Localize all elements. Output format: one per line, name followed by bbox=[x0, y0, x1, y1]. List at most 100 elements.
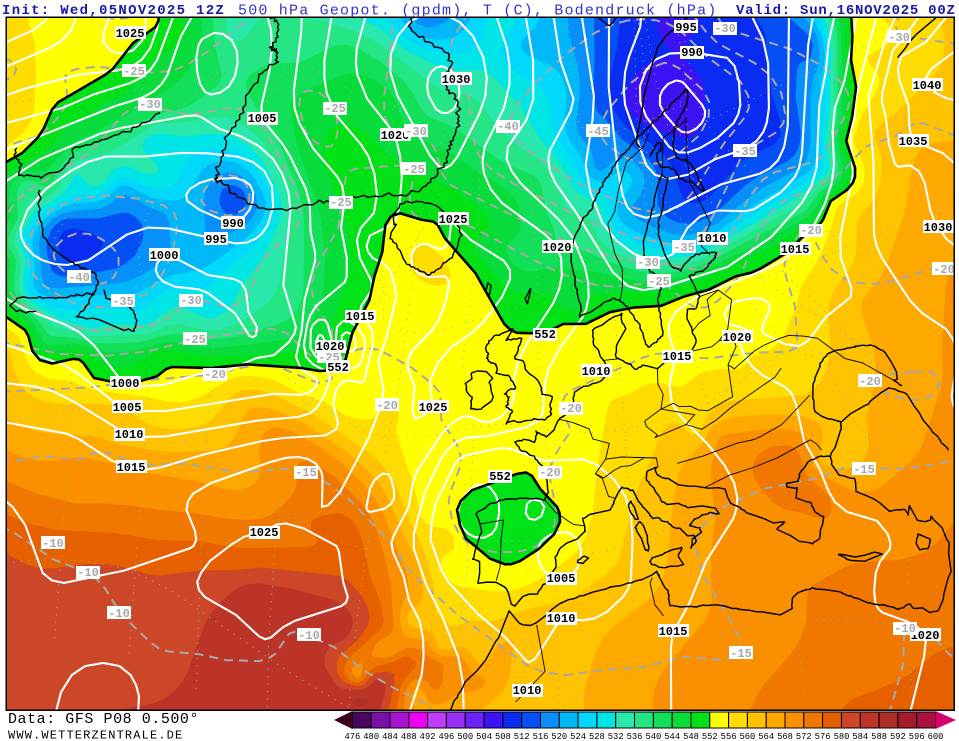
svg-text:1025: 1025 bbox=[419, 401, 448, 415]
svg-text:-10: -10 bbox=[77, 566, 99, 580]
svg-text:1005: 1005 bbox=[547, 572, 576, 586]
svg-text:-30: -30 bbox=[405, 125, 427, 139]
svg-text:-10: -10 bbox=[298, 629, 320, 643]
svg-text:548: 548 bbox=[683, 732, 699, 741]
svg-text:524: 524 bbox=[570, 732, 586, 741]
svg-text:-30: -30 bbox=[888, 31, 910, 45]
svg-text:1005: 1005 bbox=[248, 112, 277, 126]
svg-text:1020: 1020 bbox=[723, 331, 752, 345]
svg-text:532: 532 bbox=[608, 732, 624, 741]
svg-text:-20: -20 bbox=[800, 224, 822, 238]
svg-text:-20: -20 bbox=[859, 375, 881, 389]
svg-text:1005: 1005 bbox=[113, 401, 142, 415]
svg-text:1020: 1020 bbox=[381, 129, 410, 143]
svg-text:995: 995 bbox=[205, 233, 227, 247]
svg-text:504: 504 bbox=[476, 732, 492, 741]
svg-text:-15: -15 bbox=[295, 466, 317, 480]
svg-text:556: 556 bbox=[721, 732, 737, 741]
svg-text:600: 600 bbox=[928, 732, 944, 741]
svg-text:528: 528 bbox=[589, 732, 605, 741]
svg-text:1025: 1025 bbox=[116, 27, 145, 41]
svg-text:584: 584 bbox=[852, 732, 868, 741]
svg-text:500 hPa Geopot. (gpdm), T (C),: 500 hPa Geopot. (gpdm), T (C), Bodendruc… bbox=[238, 3, 717, 20]
svg-text:1010: 1010 bbox=[547, 612, 576, 626]
svg-text:536: 536 bbox=[627, 732, 643, 741]
svg-text:552: 552 bbox=[702, 732, 718, 741]
svg-text:1015: 1015 bbox=[781, 243, 810, 257]
svg-text:-30: -30 bbox=[637, 256, 659, 270]
svg-text:-35: -35 bbox=[112, 295, 134, 309]
svg-text:588: 588 bbox=[871, 732, 887, 741]
svg-text:512: 512 bbox=[514, 732, 530, 741]
svg-text:-15: -15 bbox=[853, 463, 875, 477]
svg-text:-40: -40 bbox=[497, 120, 519, 134]
svg-text:1040: 1040 bbox=[913, 79, 942, 93]
svg-text:476: 476 bbox=[344, 732, 360, 741]
svg-text:1025: 1025 bbox=[250, 526, 279, 540]
svg-text:488: 488 bbox=[401, 732, 417, 741]
svg-text:-15: -15 bbox=[730, 647, 752, 661]
svg-text:544: 544 bbox=[664, 732, 680, 741]
svg-text:520: 520 bbox=[551, 732, 567, 741]
svg-text:990: 990 bbox=[681, 46, 703, 60]
svg-text:1010: 1010 bbox=[698, 232, 727, 246]
svg-text:-45: -45 bbox=[587, 125, 609, 139]
svg-text:592: 592 bbox=[890, 732, 906, 741]
svg-text:-40: -40 bbox=[68, 271, 90, 285]
svg-text:508: 508 bbox=[495, 732, 511, 741]
svg-text:-20: -20 bbox=[376, 399, 398, 413]
svg-text:1020: 1020 bbox=[543, 241, 572, 255]
svg-text:-25: -25 bbox=[648, 275, 670, 289]
svg-text:-30: -30 bbox=[714, 22, 736, 36]
svg-text:1010: 1010 bbox=[513, 684, 542, 698]
svg-text:-20: -20 bbox=[933, 263, 955, 277]
svg-text:-25: -25 bbox=[123, 65, 145, 79]
svg-text:552: 552 bbox=[489, 470, 511, 484]
svg-text:-25: -25 bbox=[324, 102, 346, 116]
svg-text:-20: -20 bbox=[539, 466, 561, 480]
svg-text:1015: 1015 bbox=[663, 350, 692, 364]
svg-text:-35: -35 bbox=[673, 241, 695, 255]
svg-text:1015: 1015 bbox=[117, 461, 146, 475]
svg-text:1015: 1015 bbox=[659, 625, 688, 639]
svg-text:568: 568 bbox=[777, 732, 793, 741]
svg-text:-20: -20 bbox=[560, 402, 582, 416]
svg-text:1035: 1035 bbox=[899, 135, 928, 149]
svg-text:492: 492 bbox=[420, 732, 436, 741]
svg-text:WWW.WETTERZENTRALE.DE: WWW.WETTERZENTRALE.DE bbox=[8, 729, 183, 741]
svg-text:-10: -10 bbox=[894, 622, 916, 636]
svg-text:1000: 1000 bbox=[150, 249, 179, 263]
svg-text:1015: 1015 bbox=[346, 310, 375, 324]
svg-text:-25: -25 bbox=[403, 163, 425, 177]
svg-text:484: 484 bbox=[382, 732, 398, 741]
svg-text:500: 500 bbox=[457, 732, 473, 741]
svg-text:-25: -25 bbox=[184, 333, 206, 347]
svg-text:572: 572 bbox=[796, 732, 812, 741]
svg-text:-20: -20 bbox=[204, 368, 226, 382]
svg-text:Data: GFS P08 0.500°: Data: GFS P08 0.500° bbox=[8, 711, 199, 728]
svg-text:1000: 1000 bbox=[111, 377, 140, 391]
svg-text:540: 540 bbox=[645, 732, 661, 741]
svg-text:1030: 1030 bbox=[442, 73, 471, 87]
svg-text:560: 560 bbox=[739, 732, 755, 741]
svg-text:552: 552 bbox=[327, 361, 349, 375]
svg-text:596: 596 bbox=[909, 732, 925, 741]
svg-text:1030: 1030 bbox=[924, 221, 953, 235]
svg-text:1025: 1025 bbox=[439, 213, 468, 227]
svg-text:-25: -25 bbox=[330, 196, 352, 210]
svg-text:480: 480 bbox=[363, 732, 379, 741]
svg-text:580: 580 bbox=[834, 732, 850, 741]
svg-text:552: 552 bbox=[534, 328, 556, 342]
svg-text:-30: -30 bbox=[180, 294, 202, 308]
svg-text:1010: 1010 bbox=[115, 428, 144, 442]
svg-text:516: 516 bbox=[533, 732, 549, 741]
svg-text:995: 995 bbox=[675, 21, 697, 35]
svg-text:1010: 1010 bbox=[582, 365, 611, 379]
svg-text:Valid: Sun,16NOV2025 00Z: Valid: Sun,16NOV2025 00Z bbox=[736, 3, 956, 19]
svg-text:-35: -35 bbox=[734, 145, 756, 159]
svg-text:576: 576 bbox=[815, 732, 831, 741]
svg-text:990: 990 bbox=[222, 217, 244, 231]
svg-text:564: 564 bbox=[758, 732, 774, 741]
svg-text:1020: 1020 bbox=[911, 629, 940, 643]
svg-text:Init: Wed,05NOV2025 12Z: Init: Wed,05NOV2025 12Z bbox=[2, 3, 225, 19]
